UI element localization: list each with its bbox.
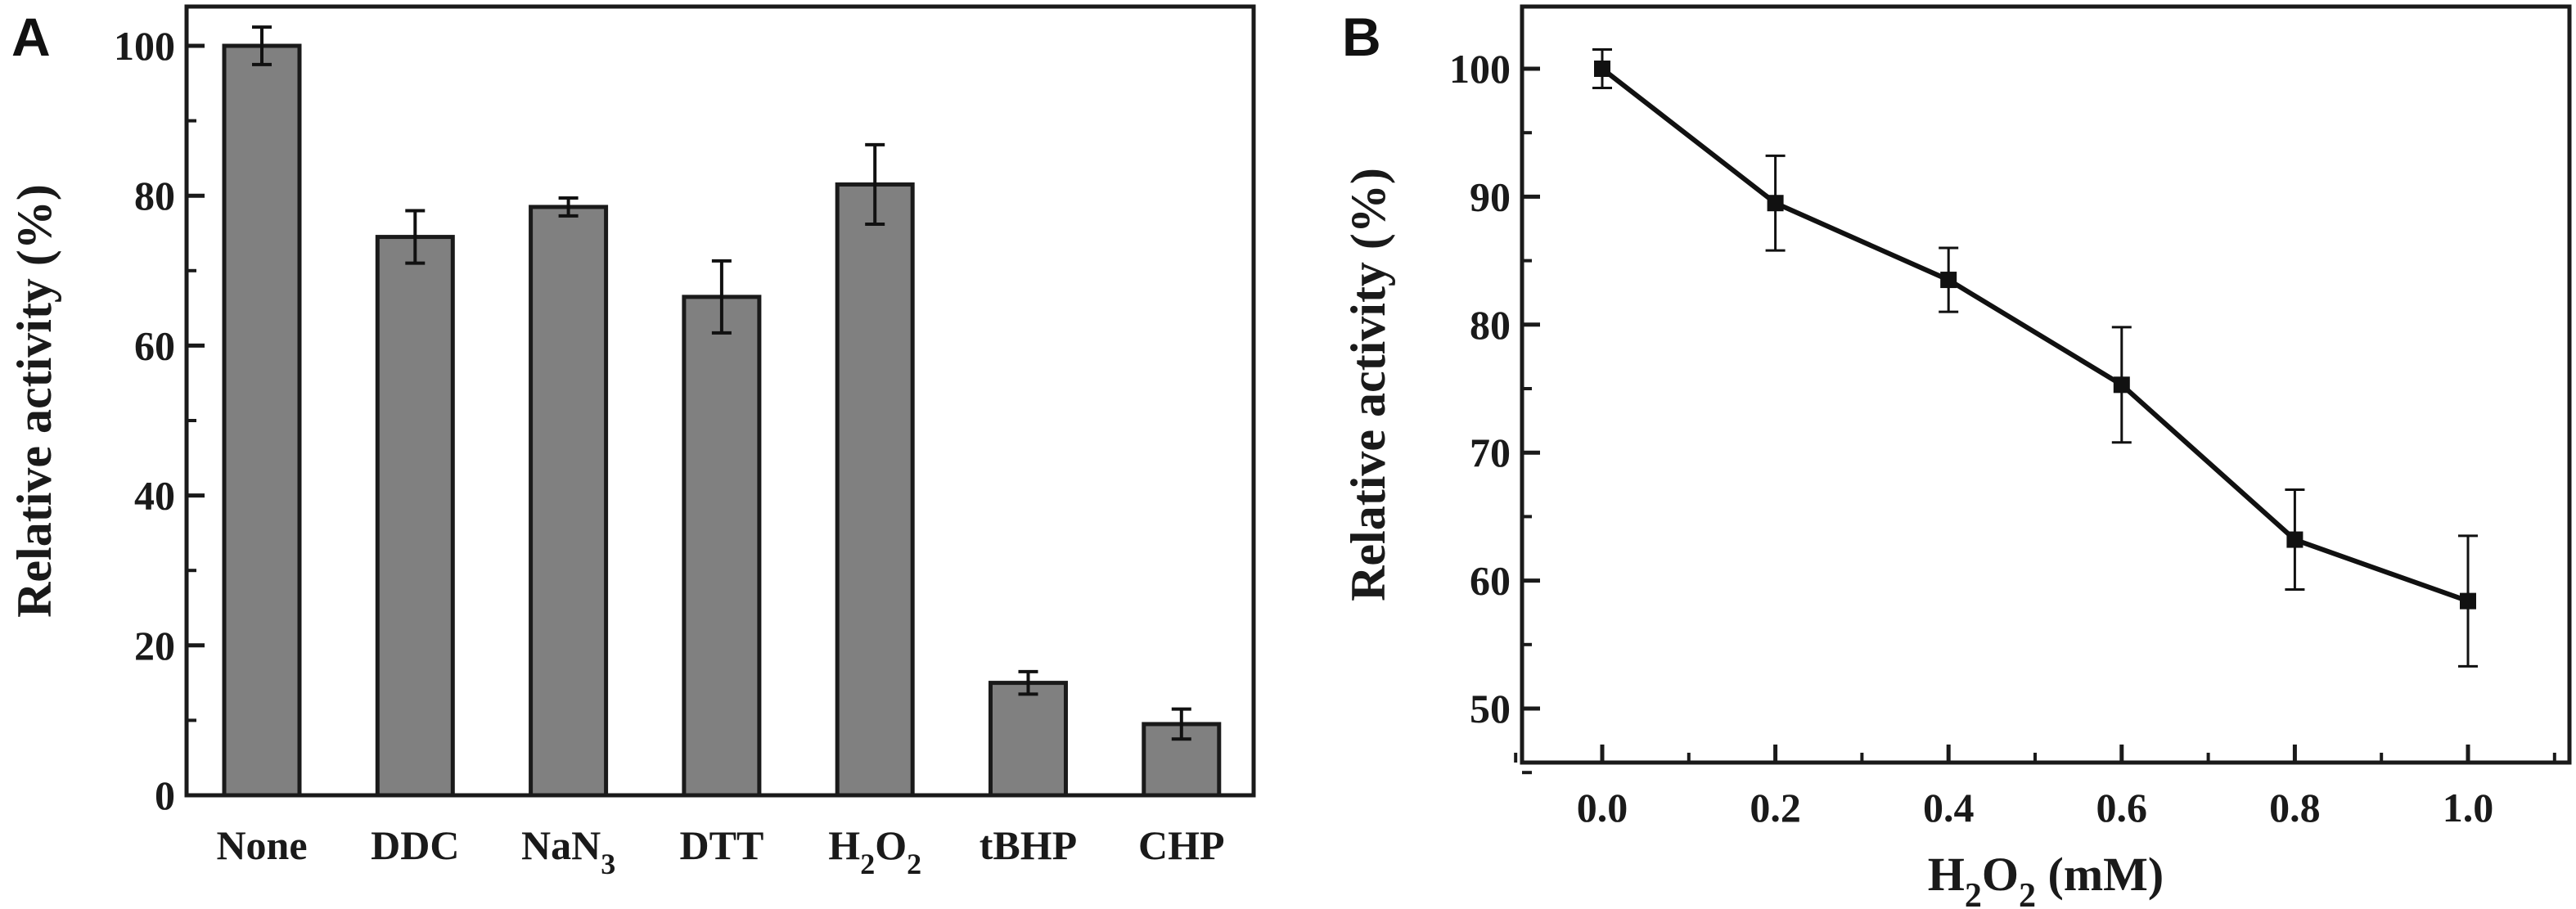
x-tick-label: 0.2 — [1750, 785, 1801, 830]
x-tick-label: 0.0 — [1577, 785, 1628, 830]
x-tick-label: DDC — [371, 822, 459, 868]
bar — [682, 295, 762, 798]
data-point — [2460, 592, 2476, 610]
bar — [989, 681, 1068, 798]
data-point — [2113, 376, 2130, 394]
x-tick-label: NaN3 — [521, 822, 615, 880]
y-axis-title: Relative activity (%) — [7, 184, 61, 618]
y-tick-label: 90 — [1470, 173, 1511, 219]
x-tick-label: CHP — [1138, 822, 1225, 868]
y-tick-label: 100 — [114, 23, 175, 69]
data-point — [1767, 195, 1784, 212]
x-tick-label: DTT — [679, 822, 763, 868]
y-tick-label: 20 — [134, 623, 175, 668]
x-tick-label: tBHP — [980, 822, 1077, 868]
y-tick-label: 60 — [1470, 558, 1511, 604]
data-point — [1594, 61, 1610, 77]
panel-b: B 50 60 70 80 90 100 0.0 0.2 0.4 0.6 0.8 1.0 Relative… — [1341, 4, 2572, 909]
plot-frame — [1520, 4, 2572, 765]
x-tick-label: 0.4 — [1923, 785, 1975, 830]
panel-letter-a: A — [11, 7, 51, 67]
series-line — [1601, 66, 2470, 604]
y-tick-label: 80 — [134, 173, 175, 218]
bar — [375, 235, 455, 798]
y-tick-label: 100 — [1449, 46, 1511, 92]
bar — [835, 182, 915, 798]
x-tick-label: 0.6 — [2096, 785, 2148, 830]
y-axis-title: Relative activity (%) — [1341, 168, 1395, 601]
x-tick-label: 1.0 — [2443, 785, 2494, 830]
y-tick-label: 40 — [134, 473, 175, 519]
bar — [529, 205, 609, 798]
y-tick-label: 50 — [1470, 686, 1511, 731]
panel-letter-b: B — [1342, 7, 1381, 67]
x-tick-label: None — [216, 822, 307, 868]
data-point — [1940, 272, 1957, 289]
y-tick-label: 60 — [134, 322, 175, 368]
panel-a: A 0 20 40 60 80 100 Relative activity (%) None DD… — [7, 4, 1256, 880]
x-tick-label: 0.8 — [2269, 785, 2321, 830]
y-tick-label: 0 — [155, 772, 175, 818]
data-point — [2286, 531, 2304, 548]
y-tick-label: 80 — [1470, 302, 1511, 348]
x-axis-title: H2O2 (mM) — [1928, 848, 2164, 909]
bar — [222, 43, 302, 798]
y-tick-label: 70 — [1470, 430, 1511, 475]
x-tick-label: H2O2 — [828, 822, 921, 880]
